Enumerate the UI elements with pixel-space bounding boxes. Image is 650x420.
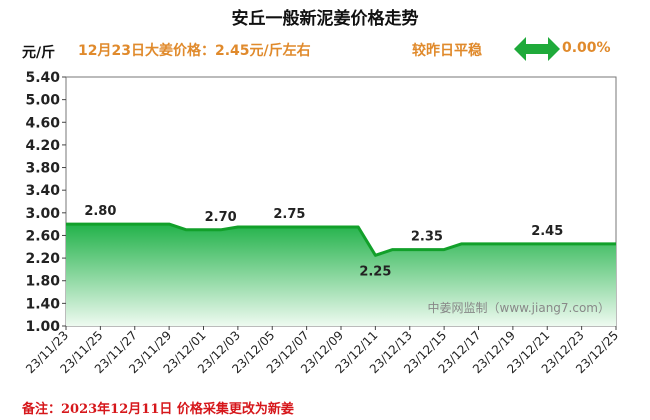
data-label: 2.45 <box>531 224 563 239</box>
y-tick-label: 4.60 <box>25 115 60 131</box>
y-tick-label: 4.20 <box>25 138 60 154</box>
price-line <box>66 222 616 257</box>
y-tick-label: 1.00 <box>25 319 60 335</box>
y-tick-label: 1.80 <box>25 274 60 290</box>
price-note: 12月23日大姜价格：2.45元/斤左右 <box>78 43 311 59</box>
arrow-shape <box>514 37 560 61</box>
data-label: 2.25 <box>359 264 391 279</box>
page-title: 安丘一般新泥姜价格走势 <box>231 9 419 29</box>
data-label: 2.70 <box>205 210 237 225</box>
y-axis-unit: 元/斤 <box>22 45 56 61</box>
y-tick-label: 5.40 <box>25 70 60 86</box>
price-area-fill <box>66 224 616 326</box>
data-label: 2.75 <box>273 207 305 222</box>
y-tick-label: 2.20 <box>25 251 60 267</box>
y-tick-label: 5.00 <box>25 93 60 109</box>
watermark: 中姜网监制（www.jiang7.com） <box>428 300 610 315</box>
y-tick-label: 3.40 <box>25 183 60 199</box>
double-arrow-left-right-icon <box>514 37 560 61</box>
y-tick-label: 2.60 <box>25 228 60 244</box>
data-label: 2.80 <box>84 204 116 219</box>
y-tick-label: 3.00 <box>25 206 60 222</box>
compare-label: 较昨日平稳 <box>412 43 482 59</box>
y-tick-label: 3.80 <box>25 161 60 177</box>
change-percent: 0.00% <box>562 40 611 56</box>
data-label: 2.35 <box>411 230 443 245</box>
y-tick-label: 1.40 <box>25 296 60 312</box>
footnote: 备注：2023年12月11日 价格采集更改为新姜 <box>22 402 294 417</box>
